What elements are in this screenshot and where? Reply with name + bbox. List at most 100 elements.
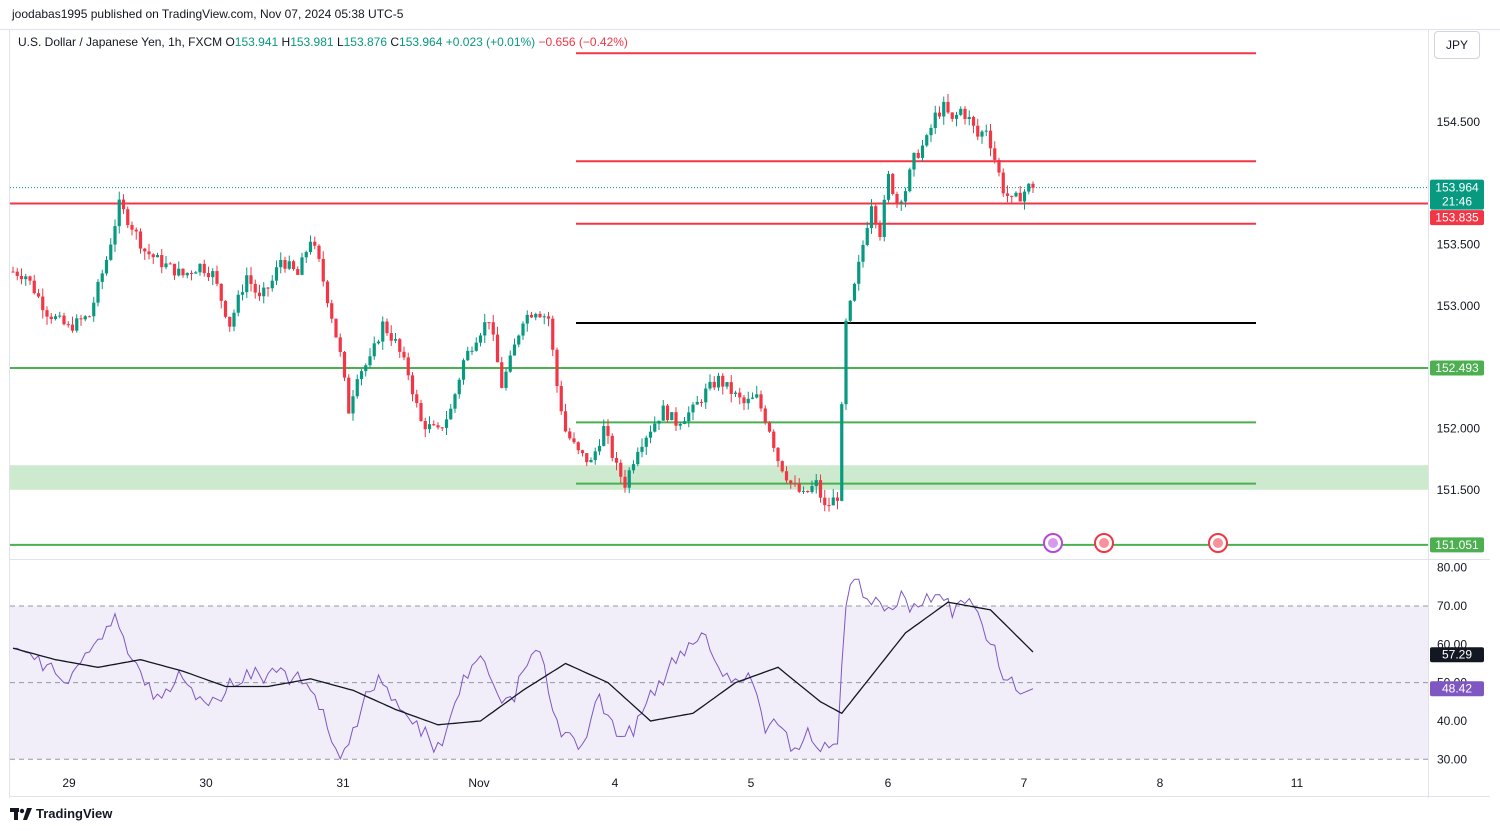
candle <box>546 311 551 327</box>
candle <box>32 274 36 295</box>
candle-body <box>474 342 478 351</box>
candle <box>393 333 398 344</box>
level-price-badge-text: 153.835 <box>1435 211 1479 225</box>
lightning-event-icon <box>1043 533 1063 553</box>
candle-body <box>266 287 270 289</box>
rsi-band <box>10 606 1428 760</box>
candle-body <box>96 281 100 303</box>
candle-body <box>249 275 253 284</box>
rsi-value-badge-text: 48.42 <box>1442 682 1472 696</box>
candle <box>317 244 321 262</box>
candle <box>228 316 232 332</box>
candle-body <box>572 438 576 443</box>
candle <box>636 447 640 467</box>
candle-body <box>738 392 742 398</box>
candle-body <box>878 223 882 237</box>
candle-body <box>733 392 738 394</box>
candle <box>691 401 695 420</box>
candle <box>461 358 466 385</box>
candle <box>597 439 602 456</box>
candle <box>925 133 929 148</box>
candle-body <box>185 272 189 276</box>
candle <box>848 299 852 323</box>
candle <box>712 376 716 391</box>
candle-body <box>657 420 661 424</box>
candle <box>1022 189 1027 210</box>
candle-body <box>304 252 308 258</box>
candle <box>381 316 385 350</box>
candle <box>113 219 117 252</box>
candle-body <box>342 351 347 378</box>
candle <box>801 486 806 494</box>
candle <box>665 404 670 423</box>
candle-body <box>861 244 865 262</box>
time-tick-label: Nov <box>468 776 489 790</box>
candle-body <box>784 471 789 481</box>
high-value: 153.981 <box>290 35 334 49</box>
candle <box>300 252 304 276</box>
candle <box>988 123 993 157</box>
candle <box>937 106 942 119</box>
candle <box>835 492 840 510</box>
candle-body <box>568 431 572 439</box>
candle <box>912 152 916 177</box>
currency-selector[interactable]: JPY <box>1434 31 1480 59</box>
candle-body <box>236 294 240 313</box>
candle-body <box>406 357 410 376</box>
candle-body <box>495 334 500 363</box>
tradingview-logo[interactable]: TradingView <box>10 806 112 821</box>
candle-body <box>291 261 296 270</box>
candle <box>364 363 368 377</box>
candle <box>993 141 997 164</box>
candle-body <box>330 303 334 319</box>
candle <box>772 429 776 453</box>
candle-body <box>1018 192 1022 202</box>
candle <box>283 256 287 273</box>
candle-body <box>164 263 168 268</box>
candle-body <box>130 225 134 230</box>
candle <box>644 435 648 455</box>
candle <box>721 373 725 395</box>
candle-body <box>223 300 228 317</box>
candle-body <box>742 397 746 404</box>
candle-body <box>665 405 670 421</box>
candle-body <box>300 257 304 275</box>
candle <box>895 191 899 208</box>
candle <box>593 447 597 465</box>
candle-body <box>117 199 121 227</box>
candle <box>844 318 848 410</box>
candle <box>449 404 453 420</box>
candle <box>491 314 495 341</box>
candle-body <box>542 316 546 318</box>
candle <box>704 383 708 409</box>
price-tick-label: 153.000 <box>1437 299 1481 313</box>
candle-body <box>1031 183 1035 188</box>
rsi-line <box>12 578 1034 761</box>
candle <box>738 387 742 405</box>
change-from-level: −0.656 (−0.42%) <box>538 35 628 49</box>
change-value: +0.023 (+0.01%) <box>445 35 536 49</box>
candle <box>121 194 126 215</box>
candle-body <box>585 453 589 463</box>
candle <box>954 111 959 127</box>
rsi-value-badge: 48.42 <box>1430 681 1484 697</box>
candle <box>172 263 177 281</box>
time-tick-label: 11 <box>1291 776 1304 790</box>
candle-body <box>449 408 453 420</box>
candle <box>164 255 168 270</box>
tradingview-logo-icon <box>10 807 32 820</box>
candle-body <box>920 145 925 158</box>
time-tick-label: 29 <box>62 776 76 790</box>
candle <box>1001 168 1005 197</box>
rsi-tick-label: 30.00 <box>1437 752 1467 766</box>
candle <box>41 288 45 319</box>
candle-body <box>721 375 725 387</box>
candle-body <box>75 318 79 331</box>
candle <box>347 374 351 414</box>
candle-body <box>317 245 321 259</box>
candle-body <box>882 199 886 237</box>
candle-body <box>461 360 466 380</box>
candle <box>53 313 58 321</box>
candle-body <box>143 248 147 252</box>
